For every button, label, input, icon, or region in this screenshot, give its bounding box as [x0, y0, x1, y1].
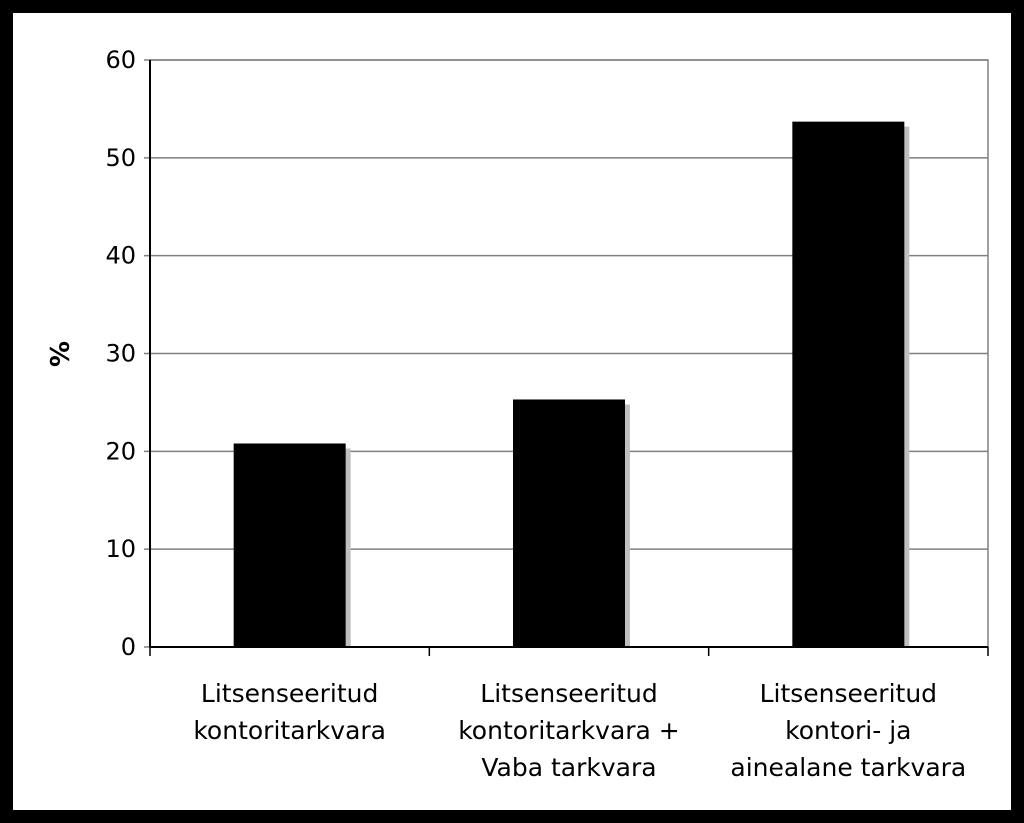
x-category-label: Litsenseeritud	[760, 679, 937, 708]
x-category-label: kontoritarkvara +	[458, 716, 680, 745]
y-tick-label: 40	[105, 242, 136, 270]
y-tick-label: 30	[105, 340, 136, 368]
bar-chart: 0 10 20 30 40 50 60 Litsenseeritud kontoritarkva…	[46, 46, 989, 782]
x-category-label: ainealane tarkvara	[730, 753, 966, 782]
y-tick-label: 60	[105, 46, 136, 74]
bar	[233, 443, 346, 647]
y-tick-label: 0	[121, 633, 136, 661]
y-tick-label: 50	[105, 144, 136, 172]
x-category-label: Vaba tarkvara	[481, 753, 656, 782]
y-tick-label: 20	[105, 437, 136, 465]
bar	[513, 399, 625, 647]
bar	[792, 121, 905, 647]
x-category-label: Litsenseeritud	[201, 679, 378, 708]
labels: 0 10 20 30 40 50 60 Litsenseeritud kontoritarkva…	[46, 46, 966, 782]
y-tick-label: 10	[105, 535, 136, 563]
x-category-label: kontori- ja	[785, 716, 911, 745]
y-axis-label: %	[46, 341, 76, 367]
x-category-label: kontoritarkvara	[193, 716, 386, 745]
bars	[233, 121, 910, 647]
axes	[144, 59, 989, 656]
chart-frame: 0 10 20 30 40 50 60 Litsenseeritud kontoritarkva…	[13, 13, 1011, 810]
x-category-label: Litsenseeritud	[480, 679, 657, 708]
